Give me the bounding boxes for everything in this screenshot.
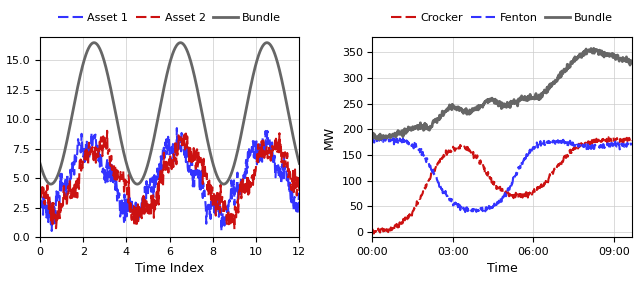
Bundle — [607, 53, 614, 56]
Asset 1 — [210, 212, 218, 215]
Asset 2 — [36, 200, 44, 203]
Crocker — [569, 148, 577, 151]
Asset 2 — [232, 216, 240, 219]
Fenton — [369, 138, 376, 141]
Asset 1 — [83, 151, 90, 154]
Asset 2 — [154, 186, 162, 189]
Line: Bundle: Bundle — [40, 43, 300, 184]
Asset 1 — [103, 158, 111, 162]
Fenton — [607, 142, 614, 145]
Bundle — [83, 52, 90, 55]
Bundle — [369, 135, 376, 138]
Crocker — [369, 227, 376, 231]
Asset 2 — [82, 157, 90, 161]
Crocker — [610, 135, 618, 139]
Fenton — [570, 144, 577, 147]
X-axis label: Time Index: Time Index — [135, 262, 204, 275]
Asset 1 — [190, 169, 198, 173]
Fenton — [461, 210, 469, 214]
Legend: Crocker, Fenton, Bundle: Crocker, Fenton, Bundle — [387, 8, 618, 27]
Line: Asset 2: Asset 2 — [40, 131, 300, 229]
Bundle — [189, 69, 197, 73]
Bundle — [610, 53, 618, 56]
Bundle — [504, 103, 512, 107]
Bundle — [569, 60, 577, 64]
Asset 1 — [48, 229, 56, 233]
Bundle — [375, 138, 383, 141]
Line: Asset 1: Asset 1 — [40, 128, 300, 231]
Bundle — [210, 164, 218, 168]
Bundle — [436, 114, 444, 117]
Bundle — [103, 71, 111, 74]
Bundle — [36, 162, 44, 165]
Crocker — [504, 191, 512, 194]
Asset 1 — [154, 171, 162, 175]
Crocker — [406, 212, 414, 216]
Asset 1 — [296, 206, 303, 209]
Asset 1 — [36, 193, 44, 196]
Bundle — [628, 61, 636, 64]
Bundle — [263, 41, 271, 44]
Bundle — [406, 126, 414, 130]
Crocker — [370, 232, 378, 235]
Bundle — [154, 117, 162, 121]
Asset 2 — [103, 146, 111, 150]
Fenton — [436, 183, 444, 186]
Crocker — [436, 161, 444, 164]
X-axis label: Time: Time — [487, 262, 518, 275]
Legend: Asset 1, Asset 2, Bundle: Asset 1, Asset 2, Bundle — [54, 8, 285, 27]
Asset 2 — [103, 129, 111, 132]
Asset 2 — [189, 159, 197, 162]
Fenton — [406, 142, 414, 145]
Fenton — [610, 144, 618, 147]
Asset 1 — [173, 126, 180, 130]
Fenton — [505, 188, 513, 191]
Bundle — [296, 162, 303, 165]
Asset 2 — [210, 196, 218, 199]
Bundle — [232, 157, 239, 160]
Line: Fenton: Fenton — [372, 137, 632, 212]
Line: Crocker: Crocker — [372, 137, 632, 234]
Fenton — [371, 135, 379, 138]
Y-axis label: MW: MW — [323, 125, 336, 149]
Fenton — [628, 143, 636, 146]
Bundle — [47, 182, 54, 186]
Crocker — [610, 139, 618, 142]
Asset 1 — [232, 188, 240, 192]
Asset 2 — [230, 227, 238, 231]
Crocker — [607, 137, 614, 141]
Line: Bundle: Bundle — [372, 48, 632, 140]
Crocker — [628, 139, 636, 143]
Asset 2 — [296, 189, 303, 193]
Bundle — [590, 47, 598, 50]
